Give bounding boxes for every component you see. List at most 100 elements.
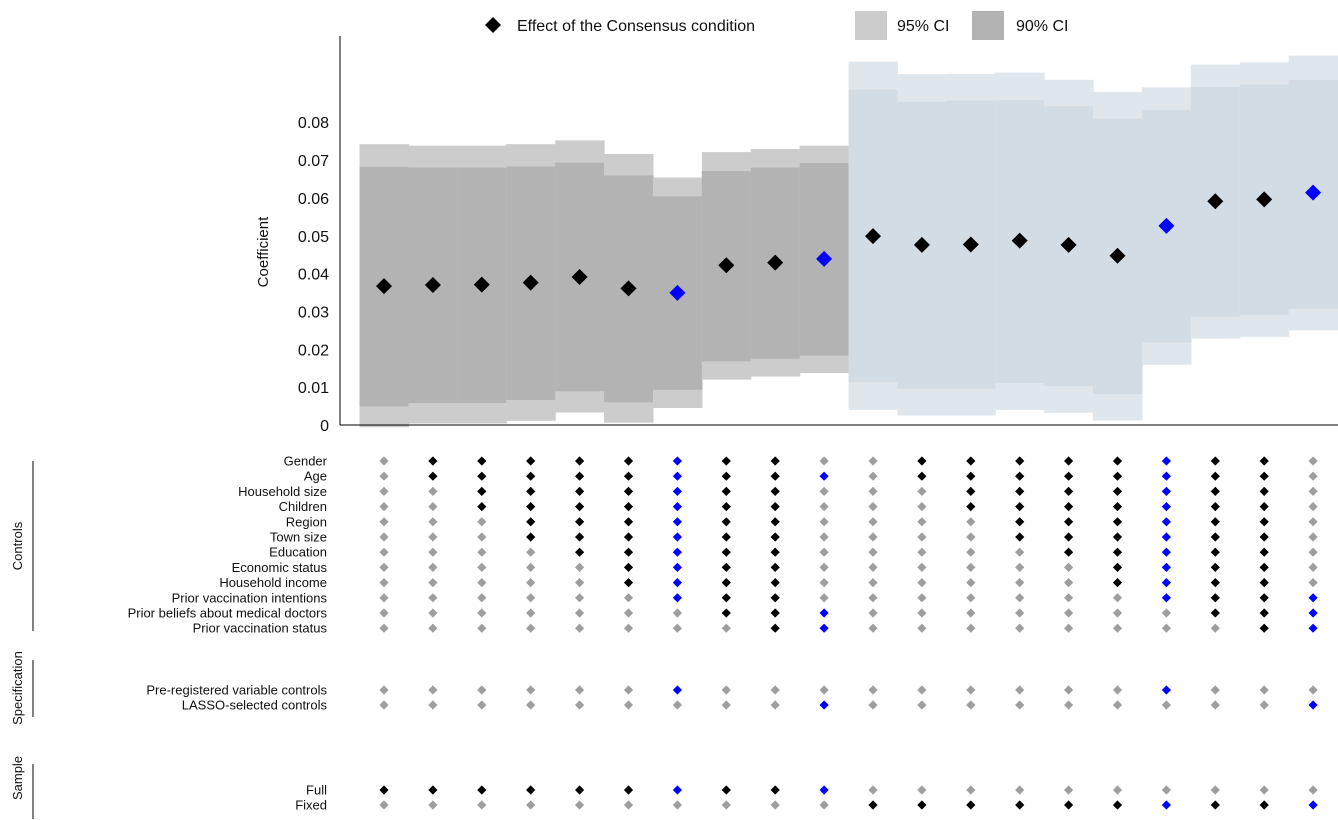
- indicator-row-label: Household size: [238, 484, 327, 499]
- indicator-dot: [526, 685, 536, 695]
- indicator-dot: [1259, 578, 1269, 588]
- group-label: Controls: [10, 521, 25, 570]
- indicator-dot: [379, 486, 389, 496]
- indicator-dot: [428, 623, 438, 633]
- indicator-dot: [721, 547, 731, 557]
- indicator-dot: [770, 608, 780, 618]
- y-tick-label: 0.01: [298, 380, 329, 397]
- indicator-dot: [1210, 532, 1220, 542]
- coefficient-point: [1109, 247, 1126, 264]
- indicator-dot: [1259, 800, 1269, 810]
- indicator-dot: [1259, 700, 1269, 710]
- indicator-dot: [379, 785, 389, 795]
- indicator-dot: [1308, 700, 1318, 710]
- indicator-dot: [1210, 471, 1220, 481]
- indicator-dot: [1161, 685, 1171, 695]
- indicator-dot: [526, 547, 536, 557]
- indicator-dot: [477, 593, 487, 603]
- indicator-dot: [721, 471, 731, 481]
- indicator-dot: [623, 608, 634, 618]
- indicator-dot: [1308, 593, 1318, 603]
- indicator-dot: [1064, 486, 1074, 496]
- indicator-dot: [623, 623, 634, 633]
- indicator-dot: [1015, 623, 1025, 633]
- indicator-dot: [1064, 623, 1074, 633]
- indicator-dot: [575, 471, 585, 481]
- indicator-dot: [1161, 593, 1171, 603]
- indicator-dot: [428, 800, 438, 810]
- indicator-dot: [1259, 608, 1269, 618]
- indicator-row-label: Economic status: [232, 560, 328, 575]
- indicator-dot: [1064, 562, 1074, 572]
- indicator-row-label: Fixed: [295, 798, 327, 813]
- indicator-dot: [721, 685, 731, 695]
- indicator-dot: [819, 685, 829, 695]
- coefficient-point: [571, 269, 588, 286]
- indicator-dot: [477, 700, 487, 710]
- coefficient-points: [376, 184, 1322, 301]
- coefficient-point: [718, 257, 735, 274]
- indicator-dot: [623, 700, 634, 710]
- indicator-dot: [672, 700, 682, 710]
- indicator-dot: [477, 471, 487, 481]
- coefficient-point: [1011, 232, 1028, 249]
- indicator-dot: [868, 517, 878, 527]
- coefficient-point: [522, 274, 539, 291]
- indicator-dot: [428, 562, 438, 572]
- indicator-dot: [819, 800, 829, 810]
- indicator-dot: [477, 578, 487, 588]
- indicator-dot: [477, 486, 487, 496]
- indicator-dot: [672, 547, 682, 557]
- indicator-dot: [721, 800, 731, 810]
- indicator-dot: [379, 471, 389, 481]
- indicator-dot: [819, 578, 829, 588]
- indicator-dot: [575, 517, 585, 527]
- indicator-dot: [428, 785, 438, 795]
- indicator-dot: [917, 700, 927, 710]
- indicator-dot: [917, 608, 927, 618]
- indicator-dot: [917, 785, 927, 795]
- indicator-dot: [1112, 486, 1123, 496]
- coefficient-point: [913, 236, 930, 253]
- indicator-dot: [721, 785, 731, 795]
- indicator-dot: [1308, 608, 1318, 618]
- indicator-row-label: Children: [279, 499, 327, 514]
- indicator-dot: [379, 547, 389, 557]
- indicator-dot: [966, 456, 976, 466]
- indicator-dot: [623, 562, 634, 572]
- indicator-dot: [1112, 517, 1123, 527]
- indicator-dot: [1112, 623, 1123, 633]
- indicator-dot: [917, 502, 927, 512]
- indicator-dot: [1161, 502, 1171, 512]
- indicator-dot: [868, 593, 878, 603]
- coefficient-point: [620, 280, 637, 297]
- legend-ci95-label: 95% CI: [897, 18, 949, 35]
- indicator-dot: [428, 547, 438, 557]
- indicator-dot: [721, 456, 731, 466]
- indicator-dot: [917, 562, 927, 572]
- indicator-dot: [526, 456, 536, 466]
- indicator-dot: [477, 785, 487, 795]
- indicator-dot: [868, 785, 878, 795]
- indicator-dot: [1210, 800, 1220, 810]
- coefficient-point: [767, 254, 784, 271]
- indicator-dot: [672, 623, 682, 633]
- indicator-dot: [672, 608, 682, 618]
- indicator-dot: [379, 685, 389, 695]
- y-tick-label: 0.07: [298, 153, 329, 170]
- indicator-dot: [1064, 456, 1074, 466]
- indicator-dot: [1259, 502, 1269, 512]
- indicator-dot: [428, 593, 438, 603]
- legend-ci90-swatch: [972, 11, 1004, 40]
- indicator-dot: [379, 800, 389, 810]
- indicator-dot: [819, 785, 829, 795]
- indicator-dot: [672, 471, 682, 481]
- indicator-dot: [917, 578, 927, 588]
- indicator-dot: [721, 608, 731, 618]
- indicator-dot: [623, 532, 634, 542]
- indicator-row-label: Prior vaccination intentions: [172, 590, 328, 605]
- indicator-dot: [770, 502, 780, 512]
- indicator-dot: [428, 685, 438, 695]
- indicator-dot: [819, 547, 829, 557]
- indicator-dot: [575, 486, 585, 496]
